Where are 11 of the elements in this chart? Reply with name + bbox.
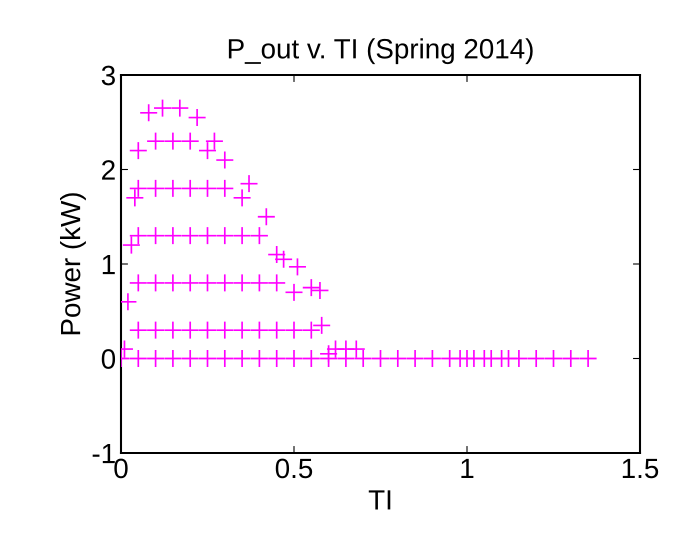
y-tick-label: -1 [92,444,115,464]
y-tick-label: 1 [102,254,115,274]
y-axis-title: Power (kW) [60,193,86,334]
x-tick-label: 1 [461,458,474,478]
x-tick-label: 0.5 [276,458,312,478]
y-tick-label: 3 [102,66,115,86]
x-axis-title: TI [368,490,390,510]
y-tick-label: 2 [102,160,115,180]
y-tick-label: 0 [102,349,116,369]
x-tick-label: 1.5 [622,458,658,478]
chart-title: P_out v. TI (Spring 2014) [228,38,533,64]
